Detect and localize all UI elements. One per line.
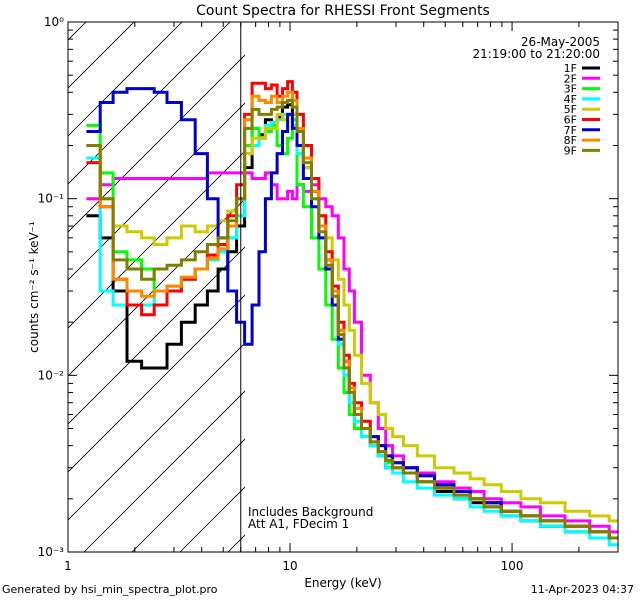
y-axis-label: counts cm⁻² s⁻¹ keV⁻¹: [27, 221, 41, 353]
axes: 1 10 100 10⁻³ 10⁻² 10⁻¹ 10⁰: [38, 15, 619, 573]
hatch-line: [68, 294, 245, 473]
series-group: [86, 80, 618, 547]
series-3F: [86, 118, 618, 540]
hatch-line: [68, 22, 87, 41]
hatch-line: [68, 150, 245, 329]
annotation-attenuator: Att A1, FDecim 1: [248, 517, 349, 531]
series-8F: [86, 90, 618, 540]
series-2F: [86, 171, 618, 534]
date-label: 26-May-2005: [521, 35, 600, 49]
x-tick-label: 10: [282, 559, 297, 573]
y-tick-label: 10⁻²: [38, 368, 65, 382]
hatch-line: [83, 390, 245, 552]
legend-label-7F: 7F: [564, 124, 577, 137]
series-5F: [86, 112, 618, 523]
hatch-line: [68, 22, 135, 89]
hatch-line: [276, 0, 640, 552]
y-tick-label: 10⁻¹: [38, 192, 65, 206]
series-7F: [86, 87, 618, 540]
hatch-line: [68, 246, 245, 425]
legend-label-4F: 4F: [564, 93, 577, 106]
hatch-line: [68, 342, 245, 521]
hatch-line: [68, 22, 183, 137]
series-9F: [86, 98, 618, 540]
legend-label-1F: 1F: [564, 62, 577, 75]
footer-generated-by: Generated by hsi_min_spectra_plot.pro: [2, 583, 218, 596]
legend-label-2F: 2F: [564, 72, 577, 85]
x-tick-label: 100: [501, 559, 524, 573]
background-hatch-region: [68, 0, 640, 552]
legend-label-6F: 6F: [564, 114, 577, 127]
legend-label-3F: 3F: [564, 83, 577, 96]
chart-title: Count Spectra for RHESSI Front Segments: [196, 3, 490, 19]
time-range-label: 21:19:00 to 21:20:00: [473, 47, 600, 61]
annotation-background: Includes Background: [248, 505, 373, 519]
hatch-line: [68, 22, 231, 185]
hatch-line: [68, 102, 245, 281]
series-6F: [86, 80, 618, 540]
legend-label-5F: 5F: [564, 103, 577, 116]
hatch-line: [68, 198, 245, 377]
x-tick-label: 1: [64, 559, 72, 573]
hatch-line: [131, 438, 245, 552]
legend-label-9F: 9F: [564, 144, 577, 157]
hatch-line: [68, 54, 245, 233]
y-tick-label: 10⁰: [44, 15, 64, 29]
y-tick-label: 10⁻³: [38, 545, 65, 559]
x-axis-label: Energy (keV): [304, 576, 381, 590]
footer-timestamp: 11-Apr-2023 04:37: [530, 583, 634, 596]
legend-label-8F: 8F: [564, 134, 577, 147]
plot-frame: [67, 21, 619, 553]
